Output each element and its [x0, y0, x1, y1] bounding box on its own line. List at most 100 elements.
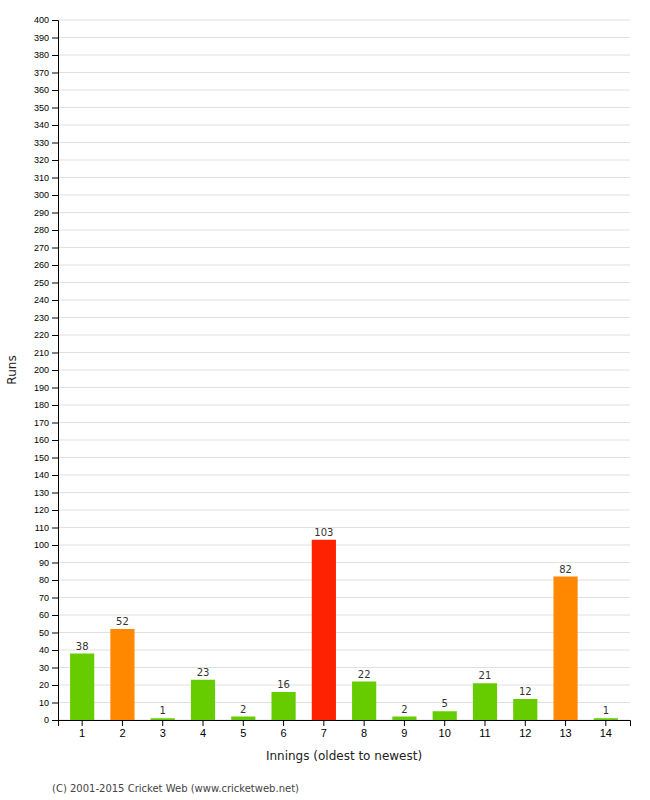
grid-line [58, 160, 630, 161]
grid-line [58, 212, 630, 213]
y-tick-label: 350 [34, 103, 49, 113]
grid-line [58, 282, 630, 283]
bar [271, 692, 295, 720]
data-label: 2 [401, 704, 407, 715]
y-tick: 10 [39, 698, 58, 708]
y-tick-mark [52, 160, 58, 161]
y-tick: 390 [34, 33, 58, 43]
y-tick-mark [52, 318, 58, 319]
grid-line [58, 475, 630, 476]
grid-line [58, 20, 630, 21]
y-tick: 170 [34, 418, 58, 428]
grid-line [58, 195, 630, 196]
y-tick-mark [52, 405, 58, 406]
y-tick-label: 110 [35, 523, 49, 533]
y-tick: 140 [34, 470, 58, 480]
grid-line [58, 72, 630, 73]
x-tick-label: 7 [321, 727, 327, 739]
y-tick-mark [52, 265, 58, 266]
x-tick: 3 [160, 720, 166, 739]
data-labels: 385212321610322252112821 [76, 527, 609, 717]
grid-line [58, 615, 630, 616]
grid-line [58, 667, 630, 668]
grid-line [58, 300, 630, 301]
x-axis: 1234567891011121314 [59, 720, 631, 739]
y-tick: 260 [34, 260, 58, 270]
grid-line [58, 90, 630, 91]
x-tick-label: 11 [479, 727, 490, 739]
y-tick-label: 260 [34, 260, 49, 270]
y-tick-label: 370 [34, 68, 49, 78]
chart: 3852123216103222521128211234567891011121… [0, 0, 650, 800]
y-tick-label: 20 [39, 680, 49, 690]
data-label: 16 [277, 679, 290, 690]
data-label: 82 [559, 564, 572, 575]
bar [312, 540, 336, 720]
x-tick: 5 [240, 720, 246, 739]
y-tick-label: 80 [39, 575, 49, 585]
y-tick-label: 170 [34, 418, 49, 428]
y-tick-label: 40 [39, 645, 49, 655]
x-tick-label: 6 [281, 727, 287, 739]
y-tick: 250 [34, 278, 58, 288]
x-tick-label: 14 [600, 727, 612, 739]
y-tick: 330 [34, 138, 58, 148]
grid-line [58, 55, 630, 56]
x-tick-mark [283, 720, 284, 726]
y-tick: 370 [34, 68, 58, 78]
y-tick: 60 [39, 610, 58, 620]
y-tick-mark [52, 615, 58, 616]
y-tick-mark [52, 125, 58, 126]
x-tick-mark [364, 720, 365, 726]
y-tick-mark [52, 528, 58, 529]
y-tick-mark [52, 563, 58, 564]
y-tick: 230 [34, 313, 58, 323]
bar [70, 654, 94, 721]
data-label: 1 [160, 705, 166, 716]
grid-line [58, 702, 630, 703]
x-tick-label: 4 [200, 727, 206, 739]
grid-line [58, 580, 630, 581]
y-tick: 70 [39, 593, 58, 603]
x-tick-mark [605, 720, 606, 726]
y-tick-label: 70 [39, 593, 49, 603]
data-label: 52 [116, 616, 129, 627]
y-tick-mark [52, 388, 58, 389]
data-label: 12 [519, 686, 532, 697]
y-tick: 340 [34, 120, 58, 130]
y-tick-mark [52, 178, 58, 179]
y-tick-mark [52, 668, 58, 669]
y-tick: 290 [34, 208, 58, 218]
grid-line [58, 527, 630, 528]
grid-line [58, 597, 630, 598]
y-tick-label: 360 [34, 85, 49, 95]
y-tick: 400 [34, 15, 58, 25]
y-tick: 180 [34, 400, 58, 410]
y-tick: 20 [39, 680, 58, 690]
grid-line [58, 510, 630, 511]
bar [352, 682, 376, 721]
bar [231, 717, 255, 721]
x-tick-mark [565, 720, 566, 726]
grid-line [58, 405, 630, 406]
y-tick-mark [52, 510, 58, 511]
grid-line [58, 107, 630, 108]
x-tick: 1 [79, 720, 85, 739]
y-tick-label: 120 [34, 505, 49, 515]
y-tick-mark [52, 90, 58, 91]
y-tick-label: 140 [34, 470, 49, 480]
y-tick: 160 [34, 435, 58, 445]
x-tick-label: 10 [439, 727, 451, 739]
y-tick-label: 50 [39, 628, 49, 638]
y-tick-label: 230 [34, 313, 49, 323]
y-tick-label: 200 [34, 365, 49, 375]
grid-line [58, 125, 630, 126]
x-tick-mark [82, 720, 83, 726]
x-tick: 12 [519, 720, 531, 739]
x-tick-mark [323, 720, 324, 726]
y-tick: 30 [39, 663, 58, 673]
x-tick: 7 [321, 720, 327, 739]
y-tick: 210 [34, 348, 58, 358]
y-tick: 320 [34, 155, 58, 165]
y-tick-mark [52, 650, 58, 651]
